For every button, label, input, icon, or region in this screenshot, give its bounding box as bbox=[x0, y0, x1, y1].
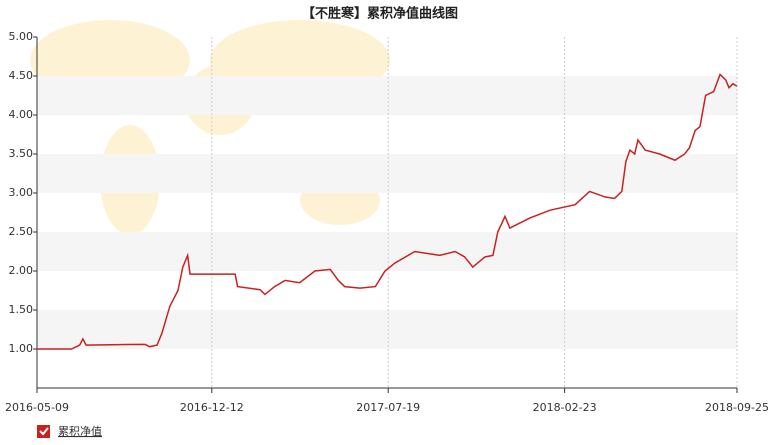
y-tick-label: 5.00 bbox=[9, 30, 34, 43]
legend-check bbox=[39, 427, 49, 436]
y-tick-label: 2.50 bbox=[9, 225, 34, 238]
legend-label[interactable]: 累积净值 bbox=[58, 424, 102, 438]
grid-band bbox=[37, 154, 737, 193]
grid-band bbox=[37, 310, 737, 349]
legend-swatch[interactable] bbox=[37, 425, 50, 438]
grid bbox=[36, 37, 738, 388]
y-tick-label: 3.50 bbox=[9, 147, 34, 160]
y-tick-label: 1.00 bbox=[9, 342, 34, 355]
legend[interactable]: 累积净值 bbox=[37, 424, 102, 438]
grid-band bbox=[37, 232, 737, 271]
x-tick-label: 2018-09-25 bbox=[705, 401, 769, 414]
x-tick-label: 2018-02-23 bbox=[533, 401, 597, 414]
y-tick-label: 4.50 bbox=[9, 69, 34, 82]
series-line bbox=[37, 73, 738, 350]
y-tick-label: 4.00 bbox=[9, 108, 34, 121]
y-tick-label: 1.50 bbox=[9, 303, 34, 316]
y-tick-label: 2.00 bbox=[9, 264, 34, 277]
x-tick-label: 2016-05-09 bbox=[5, 401, 69, 414]
grid-band bbox=[37, 76, 737, 115]
chart-title: 【不胜寒】累积净值曲线图 bbox=[302, 6, 458, 22]
y-tick-label: 3.00 bbox=[9, 186, 34, 199]
x-tick-label: 2017-07-19 bbox=[356, 401, 420, 414]
background-map bbox=[30, 20, 390, 235]
x-tick-label: 2016-12-12 bbox=[180, 401, 244, 414]
